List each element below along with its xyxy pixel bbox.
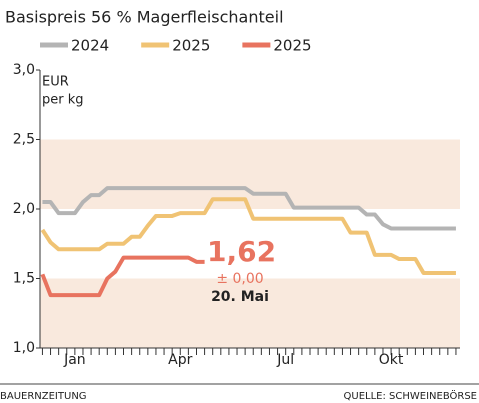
series-line — [40, 255, 205, 298]
unit-label: per kg — [42, 93, 84, 108]
series-line — [42, 186, 456, 231]
y-tick-label: 2,5 — [13, 132, 35, 148]
band — [40, 278, 460, 348]
x-tick-label: Apr — [168, 352, 192, 368]
unit-label: EUR — [42, 75, 69, 90]
x-tick-label: Jan — [63, 352, 86, 368]
annotation-value: 1,62 — [207, 235, 276, 268]
footer-right: QUELLE: SCHWEINEBÖRSE — [344, 389, 478, 402]
legend-label: 2024 — [71, 37, 109, 55]
annotation-change: ± 0,00 — [216, 271, 263, 287]
y-tick-label: 3,0 — [13, 62, 35, 78]
x-tick-label: Jul — [276, 352, 294, 368]
series-line — [40, 197, 456, 275]
x-tick-label: Okt — [379, 352, 404, 368]
chart-title: Basispreis 56 % Magerfleischanteil — [5, 8, 284, 27]
annotation-date: 20. Mai — [211, 289, 269, 305]
band — [40, 139, 460, 209]
y-tick-label: 2,0 — [13, 201, 35, 217]
y-tick-label: 1,0 — [13, 340, 35, 356]
footer-left: BAUERNZEITUNG — [0, 391, 87, 402]
legend-label: 2025 — [172, 37, 210, 55]
y-tick-label: 1,5 — [13, 271, 35, 287]
legend-label: 2025 — [273, 37, 311, 55]
